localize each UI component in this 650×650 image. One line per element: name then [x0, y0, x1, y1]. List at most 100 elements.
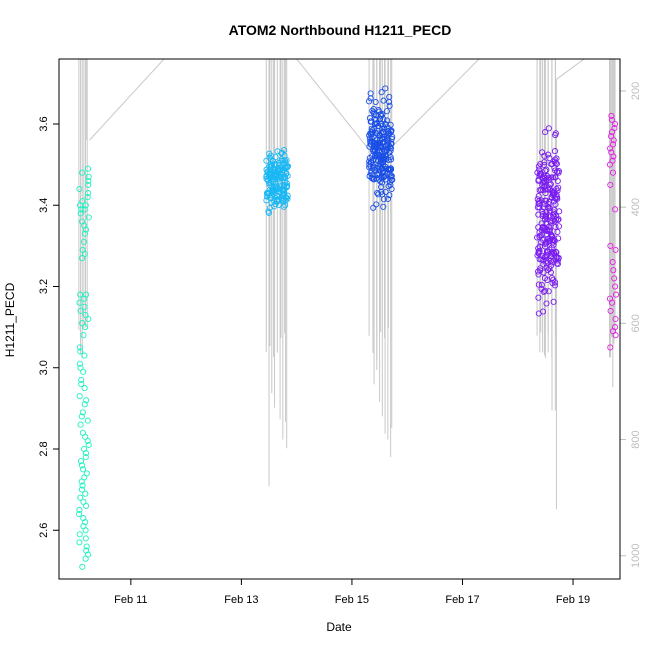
data-point [386, 93, 393, 100]
data-point [552, 132, 559, 139]
data-point [610, 267, 617, 274]
y-tick-label: 3.6 [38, 116, 50, 131]
data-point [541, 287, 549, 294]
data-point [378, 89, 385, 96]
data-point [280, 195, 287, 203]
data-point [384, 195, 391, 203]
data-point [543, 264, 550, 271]
data-point [280, 157, 287, 164]
data-point [383, 108, 390, 115]
data-point [368, 125, 375, 132]
data-point [388, 176, 395, 183]
data-point [276, 165, 283, 172]
data-point [82, 311, 89, 318]
data-point [536, 166, 543, 173]
data-point [263, 166, 270, 173]
data-point [384, 140, 391, 147]
data-point [549, 236, 556, 244]
data-point [76, 360, 83, 367]
data-point [265, 208, 272, 215]
data-point [385, 130, 392, 137]
data-point [80, 332, 87, 339]
data-point [79, 255, 86, 262]
data-point [78, 478, 85, 485]
data-point [76, 299, 83, 306]
data-point [535, 281, 542, 288]
data-point [282, 174, 289, 181]
data-point [539, 181, 546, 188]
data-point [79, 320, 86, 327]
data-point [545, 288, 552, 295]
data-point [542, 197, 549, 204]
data-point [386, 192, 393, 199]
data-point [367, 170, 374, 177]
data-point [85, 177, 92, 184]
data-point [554, 228, 561, 236]
right-tick-label: 200 [630, 82, 642, 100]
data-point [610, 141, 617, 148]
data-point [536, 187, 543, 194]
data-point [268, 162, 276, 169]
data-point [76, 393, 83, 400]
data-point [540, 269, 547, 276]
data-point [81, 295, 88, 302]
data-point [535, 193, 542, 200]
data-point [544, 186, 552, 193]
data-point [551, 148, 559, 155]
data-point [76, 510, 83, 518]
data-point [266, 204, 273, 212]
data-point [541, 161, 548, 168]
data-point [81, 385, 88, 392]
data-point [76, 506, 83, 513]
data-point [276, 186, 283, 193]
data-point [552, 223, 559, 231]
data-point [81, 303, 88, 310]
data-point [550, 212, 557, 219]
data-point [378, 173, 385, 180]
data-point [264, 193, 271, 200]
data-point [284, 192, 291, 199]
data-point [607, 344, 614, 351]
data-point [534, 204, 541, 211]
data-point [283, 180, 290, 187]
transit-line [89, 59, 165, 141]
data-point [77, 494, 84, 501]
data-point [84, 165, 92, 172]
data-point [547, 218, 554, 225]
data-point [78, 376, 85, 383]
data-point [272, 173, 279, 180]
data-point [76, 202, 84, 209]
data-point [79, 563, 86, 570]
y-axis-label: H1211_PECD [3, 282, 17, 357]
data-point [611, 275, 618, 282]
data-point [81, 401, 88, 408]
data-point [609, 259, 616, 266]
data-point [553, 155, 560, 162]
data-point [80, 466, 87, 473]
data-point [77, 458, 85, 465]
y-tick-label: 3.4 [38, 198, 50, 213]
data-points [76, 85, 620, 570]
data-point [367, 138, 374, 145]
data-point [274, 171, 281, 178]
data-point [263, 197, 270, 204]
y-tick-label: 2.8 [38, 441, 50, 456]
data-point [607, 242, 614, 249]
data-point [80, 238, 87, 245]
data-point [374, 189, 381, 196]
data-point [367, 163, 374, 170]
data-point [547, 269, 554, 276]
data-point [77, 307, 84, 314]
data-point [82, 454, 89, 461]
data-point [82, 527, 89, 534]
data-point [379, 122, 386, 129]
right-tick-label: 600 [630, 314, 642, 332]
data-point [538, 281, 545, 288]
data-point [78, 380, 85, 388]
data-point [550, 298, 557, 305]
data-point [387, 166, 395, 173]
data-point [77, 364, 84, 371]
data-point [542, 253, 549, 260]
data-point [269, 157, 277, 165]
data-point [546, 265, 553, 272]
